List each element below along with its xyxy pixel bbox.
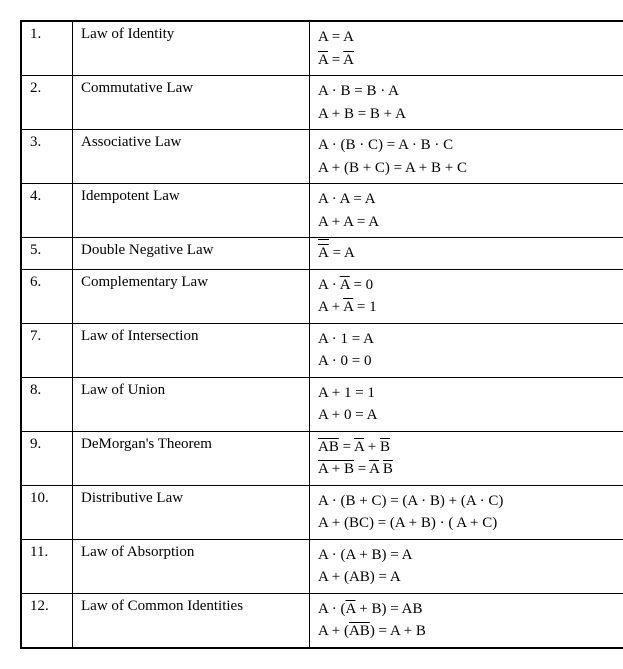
law-name: Distributive Law — [73, 485, 310, 539]
table-row: 7. Law of Intersection A · 1 = A A · 0 =… — [21, 323, 623, 377]
formula-line-2: A + A = A — [318, 214, 379, 230]
formula-line-1: A · (A + B) = A — [318, 547, 412, 563]
row-number: 3. — [21, 130, 73, 184]
law-name: DeMorgan's Theorem — [73, 431, 310, 485]
formula-line-1: A + 1 = 1 — [318, 385, 375, 401]
table-row: 5. Double Negative Law A = A — [21, 238, 623, 270]
table-row: 11. Law of Absorption A · (A + B) = A A … — [21, 539, 623, 593]
law-formula: A = A — [310, 238, 623, 270]
law-formula: A · (B + C) = (A · B) + (A · C) A + (BC)… — [310, 485, 623, 539]
row-number: 1. — [21, 21, 73, 76]
law-name: Complementary Law — [73, 269, 310, 323]
formula-line-1: AB = A + B — [318, 439, 390, 455]
formula-line-1: A · (B · C) = A · B · C — [318, 137, 453, 153]
row-number: 4. — [21, 184, 73, 238]
laws-table: 1. Law of Identity A = A A = A 2. Commut… — [20, 20, 623, 649]
law-formula: A = A A = A — [310, 21, 623, 76]
formula-line-1: A · (B + C) = (A · B) + (A · C) — [318, 493, 503, 509]
table-row: 2. Commutative Law A · B = B · A A + B =… — [21, 76, 623, 130]
row-number: 9. — [21, 431, 73, 485]
law-formula: A · (B · C) = A · B · C A + (B + C) = A … — [310, 130, 623, 184]
formula-line-2: A + (BC) = (A + B) · ( A + C) — [318, 515, 497, 531]
table-row: 4. Idempotent Law A · A = A A + A = A — [21, 184, 623, 238]
row-number: 6. — [21, 269, 73, 323]
boolean-laws-table: 1. Law of Identity A = A A = A 2. Commut… — [20, 20, 623, 649]
law-formula: A · 1 = A A · 0 = 0 — [310, 323, 623, 377]
table-row: 3. Associative Law A · (B · C) = A · B ·… — [21, 130, 623, 184]
row-number: 7. — [21, 323, 73, 377]
law-name: Law of Common Identities — [73, 593, 310, 648]
formula-line-1: A · A = A — [318, 191, 376, 207]
table-row: 9. DeMorgan's Theorem AB = A + B A + B =… — [21, 431, 623, 485]
formula-line-2: A + 0 = A — [318, 407, 377, 423]
formula-line-1: A = A — [318, 245, 355, 261]
law-name: Law of Intersection — [73, 323, 310, 377]
table-row: 6. Complementary Law A · A = 0 A + A = 1 — [21, 269, 623, 323]
table-row: 8. Law of Union A + 1 = 1 A + 0 = A — [21, 377, 623, 431]
law-formula: AB = A + B A + B = A B — [310, 431, 623, 485]
law-name: Law of Absorption — [73, 539, 310, 593]
formula-line-2: A + (AB) = A + B — [318, 623, 426, 639]
formula-line-1: A · A = 0 — [318, 277, 373, 293]
formula-line-1: A · B = B · A — [318, 83, 399, 99]
formula-line-2: A + B = B + A — [318, 106, 406, 122]
law-name: Law of Union — [73, 377, 310, 431]
row-number: 5. — [21, 238, 73, 270]
row-number: 2. — [21, 76, 73, 130]
table-row: 12. Law of Common Identities A · (A + B)… — [21, 593, 623, 648]
law-formula: A · (A + B) = A A + (AB) = A — [310, 539, 623, 593]
law-formula: A · (A + B) = AB A + (AB) = A + B — [310, 593, 623, 648]
row-number: 8. — [21, 377, 73, 431]
law-name: Law of Identity — [73, 21, 310, 76]
formula-line-1: A = A — [318, 29, 354, 45]
formula-line-2: A + A = 1 — [318, 299, 377, 315]
table-row: 1. Law of Identity A = A A = A — [21, 21, 623, 76]
law-name: Associative Law — [73, 130, 310, 184]
row-number: 11. — [21, 539, 73, 593]
formula-line-2: A = A — [318, 52, 354, 68]
law-formula: A · B = B · A A + B = B + A — [310, 76, 623, 130]
formula-line-1: A · (A + B) = AB — [318, 601, 422, 617]
law-formula: A + 1 = 1 A + 0 = A — [310, 377, 623, 431]
formula-line-2: A + (AB) = A — [318, 569, 401, 585]
formula-line-2: A + (B + C) = A + B + C — [318, 160, 467, 176]
law-name: Commutative Law — [73, 76, 310, 130]
formula-line-2: A · 0 = 0 — [318, 353, 371, 369]
law-name: Double Negative Law — [73, 238, 310, 270]
formula-line-2: A + B = A B — [318, 461, 393, 477]
law-name: Idempotent Law — [73, 184, 310, 238]
law-formula: A · A = 0 A + A = 1 — [310, 269, 623, 323]
formula-line-1: A · 1 = A — [318, 331, 374, 347]
row-number: 12. — [21, 593, 73, 648]
law-formula: A · A = A A + A = A — [310, 184, 623, 238]
row-number: 10. — [21, 485, 73, 539]
table-row: 10. Distributive Law A · (B + C) = (A · … — [21, 485, 623, 539]
